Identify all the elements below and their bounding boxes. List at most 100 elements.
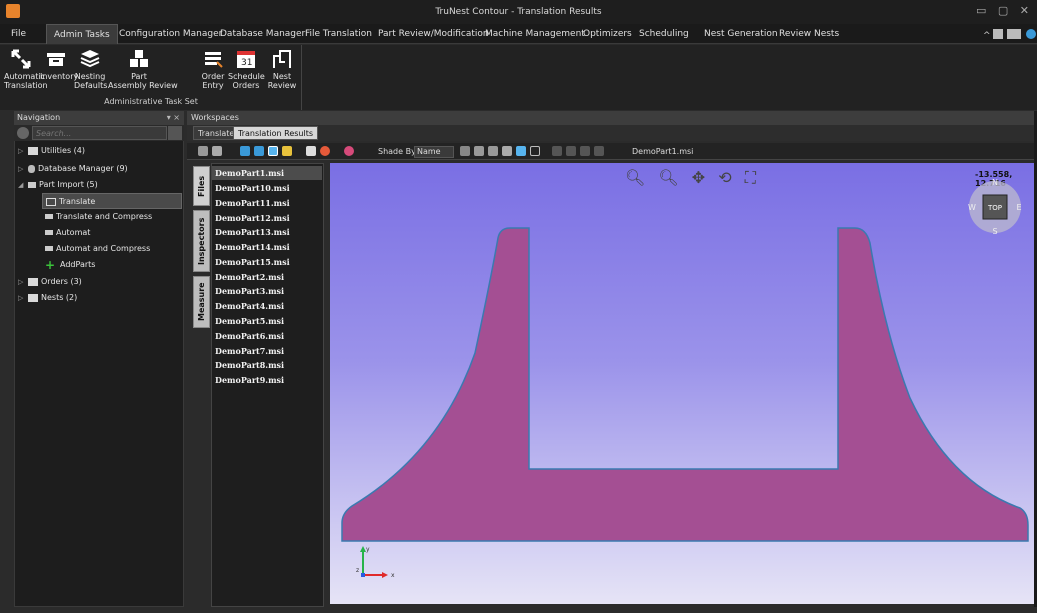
- first-icon[interactable]: [552, 146, 562, 156]
- tree-item-automat-and-compress[interactable]: Automat and Compress: [45, 241, 182, 257]
- menu-part-review[interactable]: Part Review/Modification: [371, 24, 496, 44]
- menu-file[interactable]: File: [4, 24, 33, 44]
- automatic-translation-button[interactable]: Automatic Translation: [4, 48, 38, 90]
- tab-inspectors[interactable]: Inspectors: [193, 210, 210, 272]
- schedule-orders-button[interactable]: 31 Schedule Orders: [228, 48, 264, 90]
- layout-bottom-icon[interactable]: [254, 146, 264, 156]
- nest-review-button[interactable]: Nest Review: [266, 48, 298, 90]
- shade-by-select[interactable]: Name: [414, 146, 454, 158]
- tree-item-label: Part Import (5): [39, 180, 98, 189]
- shade-by-label: Shade By:: [378, 143, 418, 160]
- menu-machine-management[interactable]: Machine Management: [478, 24, 592, 44]
- menu-right-controls[interactable]: ^: [977, 24, 1037, 44]
- compass-south: S: [992, 227, 997, 236]
- color-icon[interactable]: [320, 146, 330, 156]
- visibility-icon[interactable]: [344, 146, 354, 156]
- view-mode-2-icon[interactable]: [474, 146, 484, 156]
- z-axis-label: z: [356, 567, 359, 574]
- navigation-search-input[interactable]: [32, 126, 167, 140]
- panel-pin-controls[interactable]: ▾ ×: [167, 111, 180, 125]
- part-viewport[interactable]: [330, 163, 1034, 604]
- select-box-icon[interactable]: [530, 146, 540, 156]
- part-assembly-review-button[interactable]: Part Assembly Review: [108, 48, 170, 90]
- window-controls[interactable]: ▭ ▢ ✕: [976, 4, 1033, 17]
- list-item[interactable]: DemoPart3.msi: [212, 284, 322, 298]
- tree-expander-icon[interactable]: ▷: [18, 143, 28, 159]
- list-item[interactable]: DemoPart9.msi: [212, 373, 322, 387]
- nesting-defaults-label: Nesting Defaults: [74, 72, 107, 90]
- view-mode-4-icon[interactable]: [502, 146, 512, 156]
- navigation-header: Navigation ▾ ×: [14, 111, 184, 125]
- tree-item-part-import[interactable]: ◢ Part Import (5): [18, 177, 182, 193]
- print-icon[interactable]: [212, 146, 222, 156]
- nesting-defaults-button[interactable]: Nesting Defaults: [74, 48, 106, 90]
- view-cube[interactable]: TOP N S W E: [966, 178, 1024, 236]
- navigation-title: Navigation: [17, 113, 60, 122]
- next-icon[interactable]: [580, 146, 590, 156]
- x-axis-label: x: [391, 572, 395, 579]
- last-icon[interactable]: [594, 146, 604, 156]
- nest-icon: [271, 48, 293, 70]
- tree-expander-icon[interactable]: ▷: [18, 274, 28, 290]
- lock-icon[interactable]: [306, 146, 316, 156]
- tree-item-translate[interactable]: Translate: [42, 193, 182, 209]
- arrow-icon: [45, 230, 53, 235]
- tree-item-label: Translate and Compress: [56, 212, 152, 221]
- nests-icon: [28, 294, 38, 302]
- list-item[interactable]: DemoPart7.msi: [212, 344, 322, 358]
- x-axis-arrow: [382, 572, 388, 578]
- workspace-header: Workspaces: [187, 111, 1037, 125]
- tab-files[interactable]: Files: [193, 166, 210, 206]
- tree-item-addparts[interactable]: + AddParts: [45, 257, 182, 273]
- ruler-icon[interactable]: [282, 146, 292, 156]
- list-item[interactable]: DemoPart5.msi: [212, 314, 322, 328]
- layout-full-icon[interactable]: [268, 146, 278, 156]
- list-item[interactable]: DemoPart10.msi: [212, 181, 322, 195]
- tree-expander-icon[interactable]: ◢: [18, 177, 28, 193]
- search-button[interactable]: [168, 126, 182, 140]
- tree-item-label: AddParts: [60, 260, 95, 269]
- list-item[interactable]: DemoPart6.msi: [212, 329, 322, 343]
- previous-icon[interactable]: [566, 146, 576, 156]
- refresh-icon[interactable]: [17, 127, 29, 139]
- list-item[interactable]: DemoPart14.msi: [212, 240, 322, 254]
- tree-expander-icon[interactable]: ▷: [18, 290, 28, 306]
- order-entry-button[interactable]: Order Entry: [200, 48, 226, 90]
- tree-item-label: Automat: [56, 228, 90, 237]
- list-item[interactable]: DemoPart12.msi: [212, 211, 322, 225]
- cube-top-label: TOP: [987, 204, 1002, 212]
- list-item[interactable]: DemoPart13.msi: [212, 225, 322, 239]
- tree-item-label: Database Manager (9): [38, 164, 128, 173]
- menu-configuration-manager[interactable]: Configuration Manager: [112, 24, 229, 44]
- list-item[interactable]: DemoPart11.msi: [212, 196, 322, 210]
- tree-item-nests[interactable]: ▷ Nests (2): [18, 290, 182, 306]
- view-tools[interactable]: 🔍︎ 🔍︎ ✥ ⟲ ⛶: [625, 168, 760, 188]
- list-item[interactable]: DemoPart2.msi: [212, 270, 322, 284]
- view-mode-3-icon[interactable]: [488, 146, 498, 156]
- tree-item-database-manager[interactable]: ▷ Database Manager (9): [18, 161, 182, 177]
- inventory-button[interactable]: Inventory: [40, 48, 72, 81]
- tree-expander-icon[interactable]: ▷: [18, 161, 28, 177]
- tree-item-translate-and-compress[interactable]: Translate and Compress: [45, 209, 182, 225]
- tab-translation-results[interactable]: Translation Results: [233, 126, 318, 140]
- menu-scheduling[interactable]: Scheduling: [632, 24, 696, 44]
- list-item[interactable]: DemoPart8.msi: [212, 358, 322, 372]
- list-item[interactable]: DemoPart4.msi: [212, 299, 322, 313]
- tree-item-automat[interactable]: Automat: [45, 225, 182, 241]
- menu-optimizers[interactable]: Optimizers: [576, 24, 639, 44]
- tree-item-label: Automat and Compress: [56, 244, 150, 253]
- list-item[interactable]: DemoPart15.msi: [212, 255, 322, 269]
- menu-admin-tasks[interactable]: Admin Tasks: [46, 24, 118, 44]
- view-mode-1-icon[interactable]: [460, 146, 470, 156]
- view-mode-5-icon[interactable]: [516, 146, 526, 156]
- tree-item-orders[interactable]: ▷ Orders (3): [18, 274, 182, 290]
- menu-review-nests[interactable]: Review Nests: [772, 24, 846, 44]
- layout-left-icon[interactable]: [240, 146, 250, 156]
- settings-icon[interactable]: [198, 146, 208, 156]
- tree-item-utilities[interactable]: ▷ Utilities (4): [18, 143, 182, 159]
- list-item[interactable]: DemoPart1.msi: [212, 166, 322, 180]
- part-shape: [342, 228, 1028, 541]
- menu-file-translation[interactable]: File Translation: [298, 24, 379, 44]
- current-filename: DemoPart1.msi: [632, 143, 693, 160]
- tab-measure[interactable]: Measure: [193, 276, 210, 328]
